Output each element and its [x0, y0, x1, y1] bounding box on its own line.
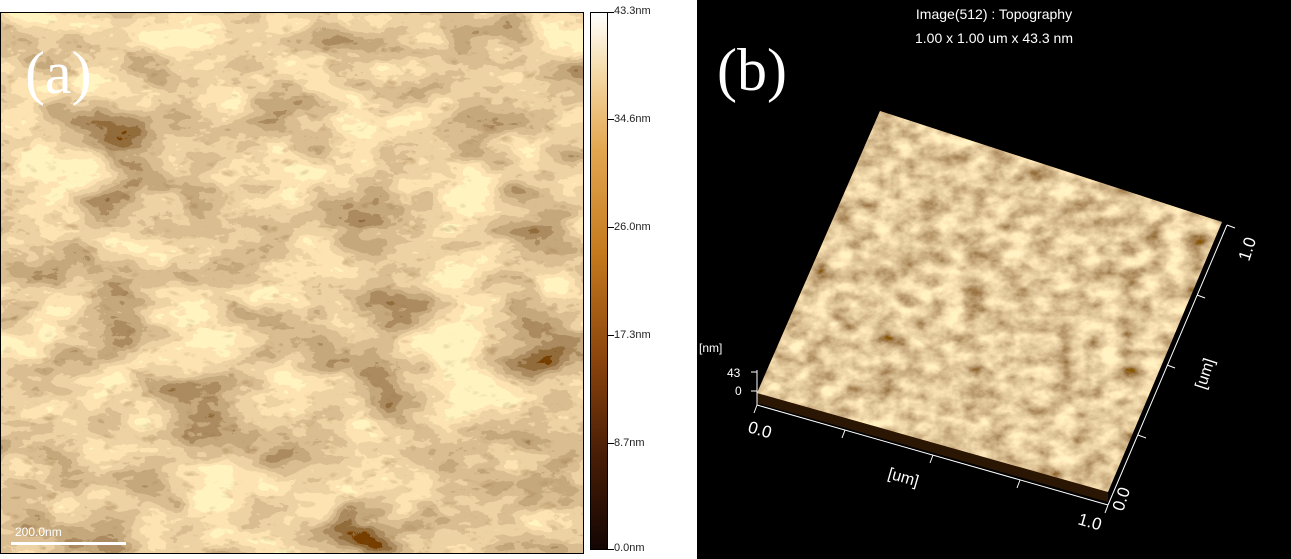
- surface-plot: [nm] 43 0 0.0 [um] 1.0 0.0 [um] 1.0: [699, 111, 1260, 535]
- x-start-label: 0.0: [746, 418, 774, 443]
- topography-texture: [1, 13, 583, 553]
- image-dimensions: 1.00 x 1.00 um x 43.3 nm: [915, 30, 1073, 46]
- y-end-label: 1.0: [1235, 235, 1260, 263]
- y-tick: [1196, 294, 1206, 299]
- y-tick: [1226, 224, 1236, 229]
- y-start-label: 0.0: [1109, 485, 1134, 513]
- panel-b-letter: (b): [717, 37, 787, 103]
- colorbar-label: 34.6nm: [614, 113, 651, 125]
- x-tick: [929, 454, 934, 464]
- colorbar-tick: [608, 119, 614, 120]
- height-colorbar: [590, 12, 608, 550]
- scale-bar: [11, 542, 126, 545]
- colorbar-label: 8.7nm: [614, 437, 645, 449]
- colorbar-tick: [608, 227, 614, 228]
- topography-3d-view: Image(512) : Topography 1.00 x 1.00 um x…: [697, 0, 1291, 559]
- colorbar-label: 43.3nm: [614, 5, 651, 17]
- x-tick: [1104, 504, 1109, 514]
- colorbar-label: 17.3nm: [614, 329, 651, 341]
- scale-bar-label: 200.0nm: [15, 525, 62, 539]
- z-max-label: 43: [727, 366, 741, 380]
- z-min-label: 0: [735, 384, 742, 398]
- surface-top: [757, 111, 1222, 492]
- colorbar-tick: [608, 335, 614, 336]
- x-tick: [841, 429, 846, 439]
- colorbar-label: 0.0nm: [614, 542, 645, 554]
- y-unit-label: [um]: [1193, 356, 1219, 391]
- surface-side: [757, 393, 1108, 502]
- colorbar-tick: [608, 443, 614, 444]
- panel-a-letter: (a): [25, 40, 92, 106]
- y-tick: [1137, 434, 1147, 439]
- image-title: Image(512) : Topography: [915, 6, 1073, 22]
- y-tick: [1166, 364, 1176, 369]
- x-unit-label: [um]: [886, 466, 921, 491]
- x-tick: [1016, 479, 1021, 489]
- colorbar-tick: [608, 549, 614, 550]
- topography-2d-image: (a) 200.0nm: [0, 12, 584, 554]
- colorbar-tick: [608, 12, 614, 13]
- x-tick: [753, 404, 758, 414]
- z-unit-label: [nm]: [699, 341, 722, 355]
- colorbar-label: 26.0nm: [614, 221, 651, 233]
- x-end-label: 1.0: [1076, 510, 1104, 535]
